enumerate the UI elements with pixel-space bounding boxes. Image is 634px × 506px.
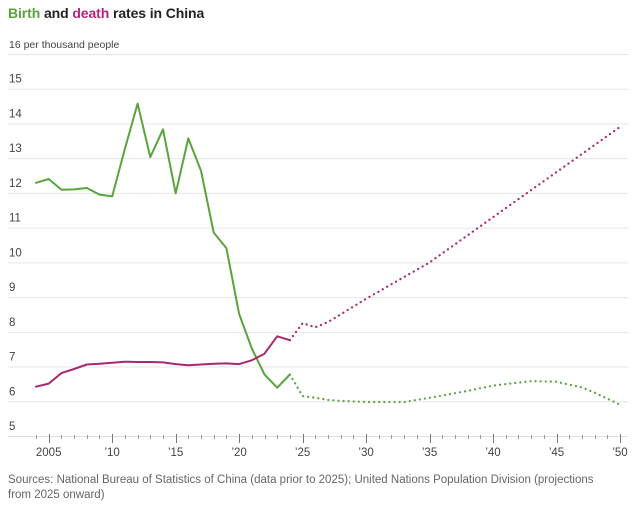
- x-tick-label: 2005: [36, 447, 62, 459]
- title-and-word: and: [40, 5, 73, 21]
- y-tick-label: 7: [9, 352, 15, 364]
- y-tick-label: 11: [9, 213, 21, 225]
- series-lines: [35, 102, 622, 406]
- gridlines: [8, 54, 628, 403]
- y-tick-label: 10: [9, 247, 22, 259]
- birth-rate-projection-line: [288, 373, 622, 406]
- x-tick-label: ’25: [295, 447, 310, 459]
- y-tick-label: 16 per thousand people: [9, 39, 120, 51]
- death-rate-projection-line: [288, 125, 622, 342]
- title-death-word: death: [72, 5, 110, 21]
- y-tick-label: 9: [9, 282, 15, 294]
- x-tick-label: ’10: [104, 447, 119, 459]
- source-note: Sources: National Bureau of Statistics o…: [8, 474, 594, 501]
- death-rate-line: [35, 335, 291, 388]
- x-tick-label: ’35: [422, 447, 437, 459]
- y-tick-label: 15: [9, 74, 22, 86]
- x-axis: 2005 ’10 ’15 ’20 ’25 ’30 ’35 ’40 ’45 ’50: [8, 434, 628, 459]
- x-tick-label: ’30: [358, 447, 373, 459]
- title-birth-word: Birth: [8, 5, 41, 21]
- birth-rate-line: [35, 102, 291, 389]
- x-tick-label: ’20: [231, 447, 246, 459]
- y-tick-label: 13: [9, 143, 22, 155]
- x-tick-label: ’15: [168, 447, 183, 459]
- y-tick-label: 8: [9, 317, 15, 329]
- chart-title: Birth and death rates in China: [8, 5, 204, 21]
- y-tick-label: 14: [9, 108, 22, 120]
- title-rest: rates in China: [109, 5, 205, 21]
- x-tick-label: ’50: [612, 447, 627, 459]
- y-tick-label: 6: [9, 386, 15, 398]
- x-tick-label: ’45: [549, 447, 564, 459]
- x-tick-label: ’40: [485, 447, 500, 459]
- y-tick-label: 5: [9, 421, 15, 433]
- y-axis-labels: 5 6 7 8 9 10 11 12 13 14 15 16 per thousand people: [9, 39, 120, 433]
- y-tick-label: 12: [9, 178, 22, 190]
